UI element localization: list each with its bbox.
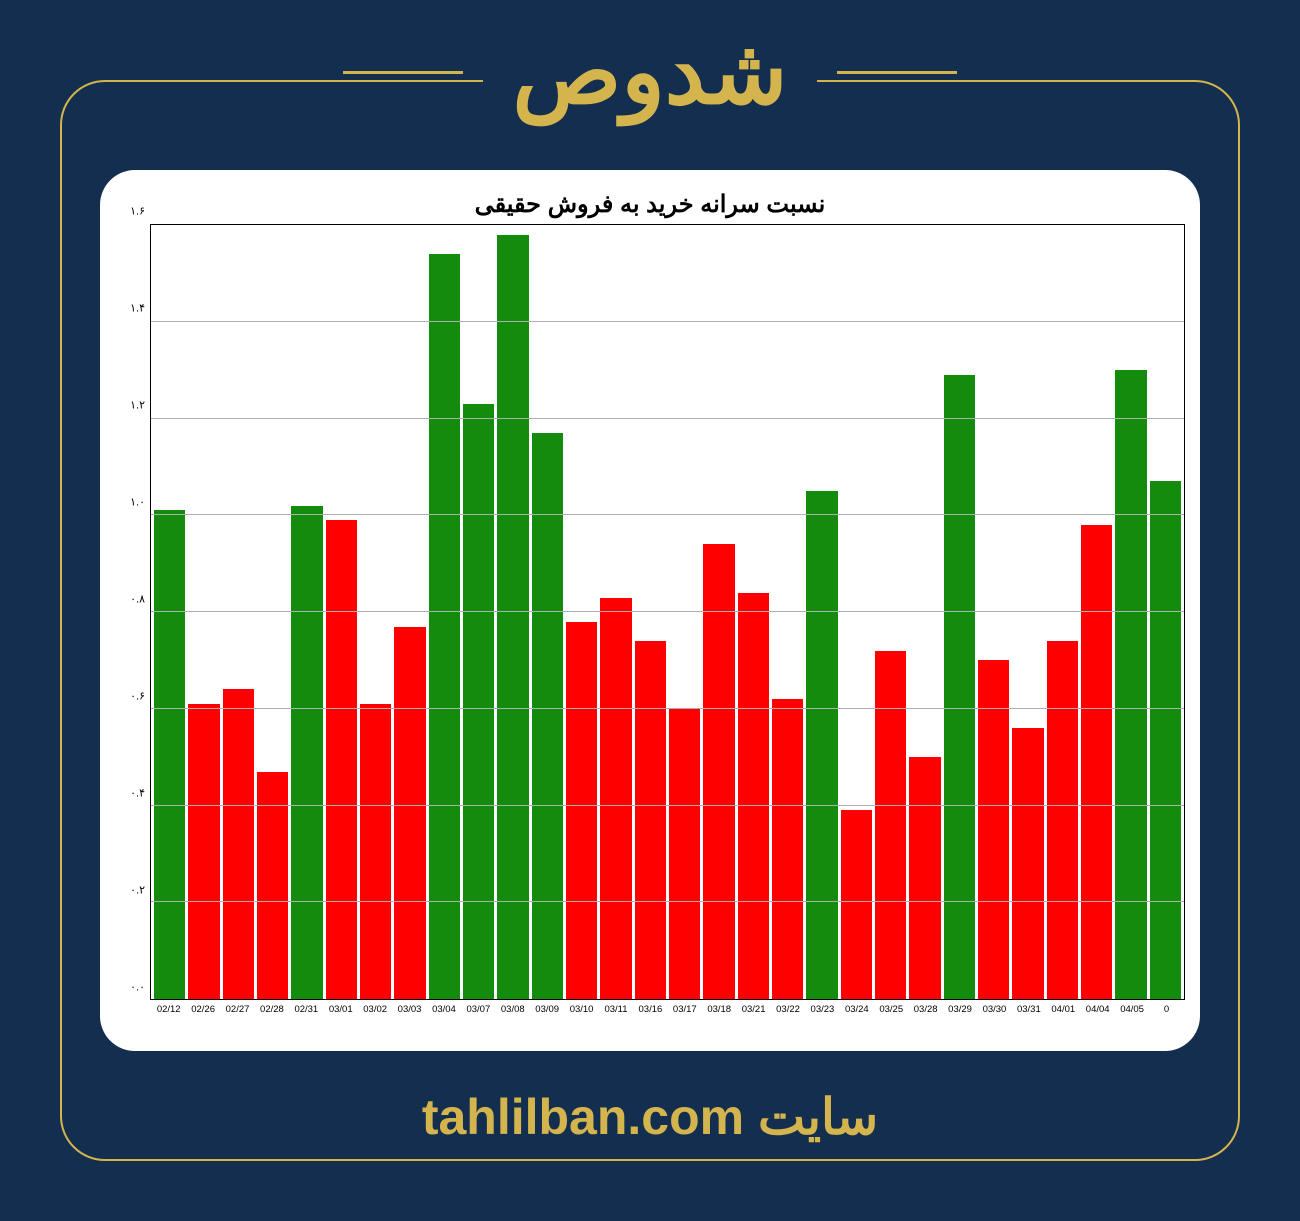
x-tick: 03/11 [600, 1000, 631, 1020]
bar [291, 506, 322, 999]
x-tick: 03/28 [910, 1000, 941, 1020]
bar [738, 593, 769, 999]
bar [497, 235, 528, 999]
x-tick: 03/02 [359, 1000, 390, 1020]
bar [1081, 525, 1112, 999]
bar [635, 641, 666, 999]
bar [463, 404, 494, 999]
x-tick: 03/10 [566, 1000, 597, 1020]
bar [978, 660, 1009, 999]
y-tick: ۱.۶ [130, 205, 145, 218]
gridline [151, 514, 1184, 515]
x-tick: 03/08 [497, 1000, 528, 1020]
x-tick: 03/29 [944, 1000, 975, 1020]
x-tick: 04/05 [1116, 1000, 1147, 1020]
bar [360, 704, 391, 999]
y-tick: ۰.۰ [130, 981, 145, 994]
x-tick: 02/26 [187, 1000, 218, 1020]
header-title-wrap: شدوص [0, 20, 1300, 125]
chart-area: ۰.۰۰.۲۰.۴۰.۶۰.۸۱.۰۱.۲۱.۴۱.۶ 02/1202/2602… [110, 224, 1190, 1020]
x-tick: 03/03 [394, 1000, 425, 1020]
x-tick: 03/17 [669, 1000, 700, 1020]
x-axis: 02/1202/2602/2702/2802/3103/0103/0203/03… [150, 1000, 1185, 1020]
y-axis: ۰.۰۰.۲۰.۴۰.۶۰.۸۱.۰۱.۲۱.۴۱.۶ [110, 224, 150, 1000]
bar [944, 375, 975, 999]
x-tick: 03/09 [531, 1000, 562, 1020]
x-tick: 03/04 [428, 1000, 459, 1020]
header-line-right [837, 71, 957, 74]
y-tick: ۰.۲ [130, 884, 145, 897]
bar [1012, 728, 1043, 999]
bar [326, 520, 357, 999]
y-tick: ۰.۸ [130, 593, 145, 606]
x-tick: 03/24 [841, 1000, 872, 1020]
x-tick: 03/23 [807, 1000, 838, 1020]
x-tick: 04/04 [1082, 1000, 1113, 1020]
y-tick: ۱.۲ [130, 399, 145, 412]
bar [566, 622, 597, 999]
gridline [151, 418, 1184, 419]
x-tick: 0 [1151, 1000, 1182, 1020]
x-tick: 03/16 [635, 1000, 666, 1020]
bar [394, 627, 425, 999]
bar [532, 433, 563, 999]
bar [600, 598, 631, 1000]
y-tick: ۰.۶ [130, 690, 145, 703]
bar [703, 544, 734, 999]
bar [772, 699, 803, 999]
y-tick: ۱.۴ [130, 302, 145, 315]
bar [1047, 641, 1078, 999]
bar [841, 810, 872, 999]
x-tick: 03/18 [704, 1000, 735, 1020]
bar [1115, 370, 1146, 999]
bar [875, 651, 906, 999]
x-tick: 03/22 [772, 1000, 803, 1020]
x-tick: 02/12 [153, 1000, 184, 1020]
x-tick: 03/30 [979, 1000, 1010, 1020]
header-line-left [343, 71, 463, 74]
bar [806, 491, 837, 999]
gridline [151, 901, 1184, 902]
y-tick: ۱.۰ [130, 496, 145, 509]
x-tick: 03/01 [325, 1000, 356, 1020]
bar [257, 772, 288, 999]
x-tick: 02/27 [222, 1000, 253, 1020]
bar [154, 510, 185, 999]
x-tick: 03/21 [738, 1000, 769, 1020]
y-tick: ۰.۴ [130, 787, 145, 800]
x-tick: 03/31 [1013, 1000, 1044, 1020]
bars-container [151, 225, 1184, 999]
footer-domain: tahlilban.com [422, 1089, 744, 1145]
x-tick: 02/28 [256, 1000, 287, 1020]
gridline [151, 805, 1184, 806]
chart-title: نسبت سرانه خرید به فروش حقیقی [110, 190, 1190, 219]
x-tick: 04/01 [1048, 1000, 1079, 1020]
bar [188, 704, 219, 999]
x-tick: 03/07 [463, 1000, 494, 1020]
chart-panel: نسبت سرانه خرید به فروش حقیقی ۰.۰ ۰.۲ ۰.۴ ۰… [100, 170, 1200, 1051]
bar [909, 757, 940, 999]
footer-prefix: سایت [758, 1089, 878, 1145]
bar [669, 709, 700, 999]
bar [223, 689, 254, 999]
x-tick: 03/25 [876, 1000, 907, 1020]
bar [429, 254, 460, 999]
bar [1150, 481, 1181, 999]
x-tick: 02/31 [291, 1000, 322, 1020]
gridline [151, 611, 1184, 612]
gridline [151, 321, 1184, 322]
header-title: شدوص [483, 20, 818, 125]
footer: سایت tahlilban.com [0, 1088, 1300, 1146]
chart-plot [150, 224, 1185, 1000]
gridline [151, 708, 1184, 709]
